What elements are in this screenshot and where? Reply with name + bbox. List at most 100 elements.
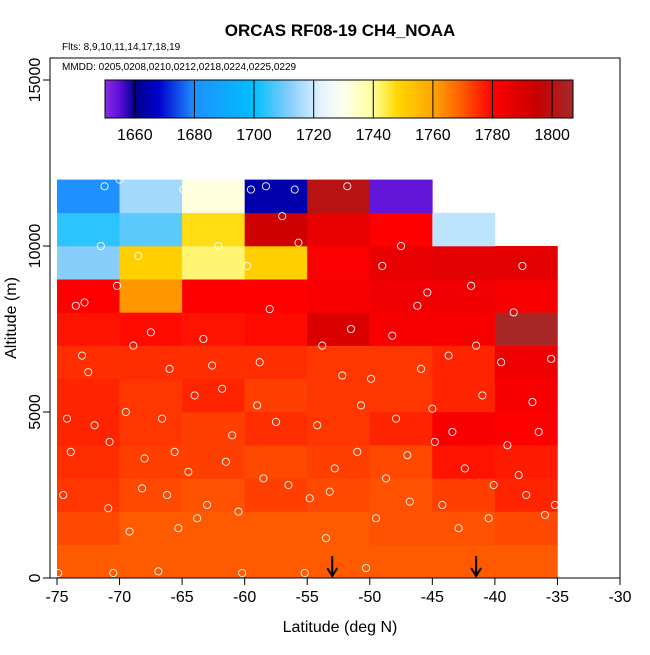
- heatmap-cell: [432, 345, 496, 380]
- data-point: [454, 524, 463, 533]
- data-point: [540, 510, 549, 519]
- data-point: [84, 368, 93, 377]
- heatmap-cell: [182, 312, 245, 346]
- data-point: [444, 351, 453, 360]
- data-point: [503, 441, 512, 450]
- x-tick-label: -55: [296, 589, 319, 606]
- data-point: [199, 334, 208, 344]
- data-point: [361, 563, 371, 573]
- heatmap-cell: [369, 279, 433, 313]
- heatmap-cell: [57, 378, 120, 413]
- heatmap-cell: [182, 478, 245, 512]
- colorbar-tick-label: 1700: [236, 127, 272, 144]
- data-point: [371, 514, 381, 523]
- chart-title: ORCAS RF08-19 CH4_NOAA: [225, 21, 456, 40]
- heatmap-cell: [244, 279, 308, 313]
- data-point: [255, 358, 264, 367]
- data-point: [423, 288, 432, 297]
- heatmap-cell: [432, 511, 496, 546]
- heatmap-cell: [119, 179, 183, 214]
- heatmap-cell: [494, 312, 558, 346]
- data-point: [534, 427, 543, 436]
- data-point: [100, 182, 109, 191]
- heatmap-cell: [57, 511, 120, 546]
- data-point: [265, 305, 274, 314]
- heatmap-cell: [182, 279, 245, 313]
- data-point: [221, 457, 230, 466]
- heatmap-cell: [369, 179, 433, 214]
- flights-subtitle: Flts: 8,9,10,11,14,17,18,19: [62, 42, 181, 53]
- data-point: [460, 464, 469, 473]
- heatmap-cell: [119, 478, 183, 512]
- colorbar-tick-label: 1800: [534, 127, 570, 144]
- heatmap-cell: [432, 246, 496, 280]
- heatmap-cell: [182, 544, 245, 579]
- data-point: [134, 251, 143, 261]
- heatmap-cell: [432, 279, 496, 313]
- heatmap-cell: [369, 312, 433, 346]
- heatmap-cell: [307, 378, 371, 413]
- data-point: [208, 361, 217, 370]
- heatmap-cell: [432, 478, 496, 512]
- heatmap-cell: [244, 544, 308, 579]
- heatmap-cell: [369, 378, 433, 413]
- heatmap-cell: [244, 212, 308, 247]
- data-point: [80, 298, 89, 307]
- heatmap-cell: [182, 179, 245, 214]
- heatmap-cell: [494, 345, 558, 380]
- heatmap-cell: [119, 345, 183, 380]
- data-point: [294, 238, 303, 247]
- data-point: [218, 384, 227, 393]
- colorbar-tick-label: 1660: [117, 127, 153, 144]
- heatmap-cell: [244, 179, 308, 214]
- data-point: [54, 568, 63, 578]
- data-point: [140, 454, 149, 463]
- data-point: [253, 401, 262, 410]
- data-point: [497, 358, 506, 367]
- data-point: [234, 507, 243, 516]
- data-point: [392, 414, 401, 423]
- heatmap-cell: [494, 279, 558, 313]
- heatmap-cell: [369, 478, 433, 512]
- heatmap-cell: [432, 312, 496, 346]
- heatmap-cell: [119, 279, 183, 313]
- heatmap-cell: [494, 246, 558, 280]
- data-point: [300, 568, 309, 578]
- data-point: [66, 447, 75, 456]
- data-point: [96, 241, 105, 251]
- heatmap-cell: [432, 378, 496, 413]
- data-point: [484, 514, 493, 523]
- data-point: [125, 527, 134, 536]
- heatmap-cell: [307, 312, 371, 346]
- heatmap-cell: [307, 345, 371, 380]
- data-point: [238, 568, 247, 578]
- data-point: [71, 301, 80, 310]
- heatmap-cell: [119, 212, 183, 247]
- data-point: [165, 364, 174, 373]
- data-point: [366, 374, 376, 383]
- data-point: [388, 331, 397, 340]
- data-point: [448, 427, 457, 436]
- heatmap-cell: [369, 544, 433, 579]
- data-point: [489, 480, 498, 490]
- heatmap-cell: [369, 345, 433, 380]
- heatmap-cell: [57, 412, 120, 446]
- heatmap-cell: [432, 544, 496, 579]
- heatmap-cell: [369, 412, 433, 446]
- data-point: [62, 414, 72, 423]
- heatmap-cell: [244, 312, 308, 346]
- data-point: [321, 534, 331, 543]
- heatmap-cell: [494, 445, 558, 479]
- heatmap-cell: [182, 378, 245, 413]
- data-point: [104, 504, 113, 513]
- data-point: [261, 182, 270, 191]
- data-point: [228, 431, 237, 440]
- data-point: [397, 241, 406, 251]
- heatmap-cell: [307, 544, 371, 579]
- heatmap-cell: [244, 246, 308, 280]
- heatmap-cell: [57, 179, 120, 214]
- data-point: [113, 281, 122, 290]
- data-point: [438, 500, 447, 510]
- dates-subtitle: MMDD: 0205,0208,0210,0212,0218,0224,0225…: [62, 62, 297, 73]
- data-point: [547, 354, 556, 363]
